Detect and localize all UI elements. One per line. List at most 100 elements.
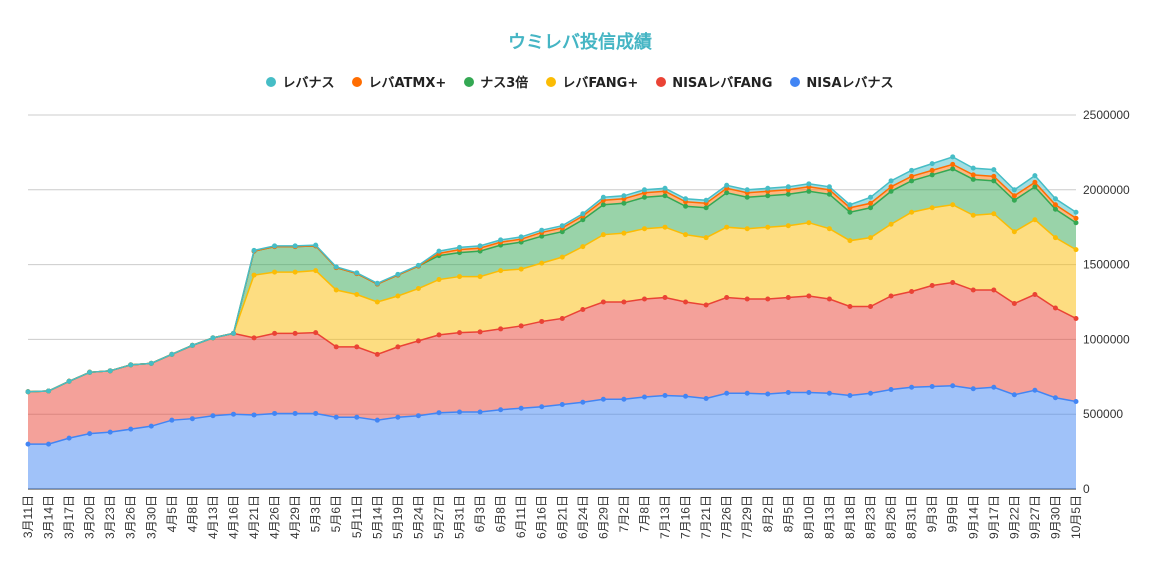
data-point[interactable] [847, 238, 853, 244]
data-point[interactable] [888, 184, 894, 190]
data-point[interactable] [333, 264, 339, 270]
data-point[interactable] [744, 296, 750, 302]
data-point[interactable] [1052, 235, 1058, 241]
data-point[interactable] [970, 212, 976, 218]
data-point[interactable] [970, 386, 976, 392]
data-point[interactable] [46, 388, 52, 394]
data-point[interactable] [251, 272, 257, 278]
data-point[interactable] [313, 410, 319, 416]
data-point[interactable] [765, 296, 771, 302]
data-point[interactable] [662, 224, 668, 230]
data-point[interactable] [1073, 209, 1079, 215]
data-point[interactable] [724, 182, 730, 188]
data-point[interactable] [909, 173, 915, 179]
data-point[interactable] [1073, 247, 1079, 253]
data-point[interactable] [313, 330, 319, 336]
data-point[interactable] [621, 396, 627, 402]
data-point[interactable] [1011, 229, 1017, 235]
data-point[interactable] [25, 441, 31, 447]
data-point[interactable] [87, 369, 93, 375]
data-point[interactable] [210, 335, 216, 341]
data-point[interactable] [868, 194, 874, 200]
data-point[interactable] [189, 342, 195, 348]
data-point[interactable] [272, 410, 278, 416]
data-point[interactable] [374, 417, 380, 423]
data-point[interactable] [580, 306, 586, 312]
data-point[interactable] [970, 287, 976, 293]
data-point[interactable] [354, 270, 360, 276]
data-point[interactable] [333, 287, 339, 293]
legend-item[interactable]: NISAレバFANG [656, 72, 772, 91]
data-point[interactable] [621, 299, 627, 305]
data-point[interactable] [1032, 173, 1038, 179]
data-point[interactable] [683, 393, 689, 399]
data-point[interactable] [292, 243, 298, 249]
data-point[interactable] [251, 335, 257, 341]
data-point[interactable] [292, 410, 298, 416]
data-point[interactable] [991, 384, 997, 390]
data-point[interactable] [457, 274, 463, 280]
data-point[interactable] [785, 223, 791, 229]
data-point[interactable] [148, 360, 154, 366]
data-point[interactable] [950, 383, 956, 389]
data-point[interactable] [826, 390, 832, 396]
data-point[interactable] [929, 384, 935, 390]
data-point[interactable] [888, 188, 894, 194]
data-point[interactable] [354, 292, 360, 298]
data-point[interactable] [662, 193, 668, 199]
data-point[interactable] [1032, 179, 1038, 185]
data-point[interactable] [354, 344, 360, 350]
data-point[interactable] [600, 232, 606, 238]
data-point[interactable] [950, 166, 956, 172]
data-point[interactable] [909, 209, 915, 215]
data-point[interactable] [559, 223, 565, 229]
data-point[interactable] [477, 409, 483, 415]
data-point[interactable] [415, 338, 421, 344]
data-point[interactable] [66, 378, 72, 384]
data-point[interactable] [148, 423, 154, 429]
data-point[interactable] [785, 191, 791, 197]
data-point[interactable] [559, 229, 565, 235]
data-point[interactable] [292, 330, 298, 336]
data-point[interactable] [313, 268, 319, 274]
data-point[interactable] [313, 242, 319, 248]
data-point[interactable] [806, 181, 812, 187]
data-point[interactable] [518, 323, 524, 329]
data-point[interactable] [641, 394, 647, 400]
data-point[interactable] [888, 221, 894, 227]
data-point[interactable] [765, 185, 771, 191]
data-point[interactable] [703, 235, 709, 241]
data-point[interactable] [806, 220, 812, 226]
data-point[interactable] [724, 295, 730, 301]
data-point[interactable] [991, 287, 997, 293]
data-point[interactable] [1073, 215, 1079, 221]
data-point[interactable] [415, 286, 421, 292]
data-point[interactable] [724, 390, 730, 396]
data-point[interactable] [826, 184, 832, 190]
data-point[interactable] [929, 205, 935, 211]
data-point[interactable] [868, 390, 874, 396]
data-point[interactable] [1052, 202, 1058, 208]
data-point[interactable] [1011, 300, 1017, 306]
data-point[interactable] [1011, 187, 1017, 193]
data-point[interactable] [169, 351, 175, 357]
data-point[interactable] [539, 260, 545, 266]
data-point[interactable] [374, 351, 380, 357]
data-point[interactable] [641, 296, 647, 302]
data-point[interactable] [1052, 196, 1058, 202]
data-point[interactable] [600, 202, 606, 208]
data-point[interactable] [744, 187, 750, 193]
data-point[interactable] [333, 344, 339, 350]
data-point[interactable] [641, 194, 647, 200]
data-point[interactable] [107, 429, 113, 435]
data-point[interactable] [744, 390, 750, 396]
data-point[interactable] [641, 187, 647, 193]
data-point[interactable] [251, 412, 257, 418]
data-point[interactable] [909, 167, 915, 173]
data-point[interactable] [559, 315, 565, 321]
data-point[interactable] [580, 244, 586, 250]
data-point[interactable] [395, 271, 401, 277]
data-point[interactable] [683, 203, 689, 209]
data-point[interactable] [1052, 395, 1058, 401]
data-point[interactable] [724, 190, 730, 196]
